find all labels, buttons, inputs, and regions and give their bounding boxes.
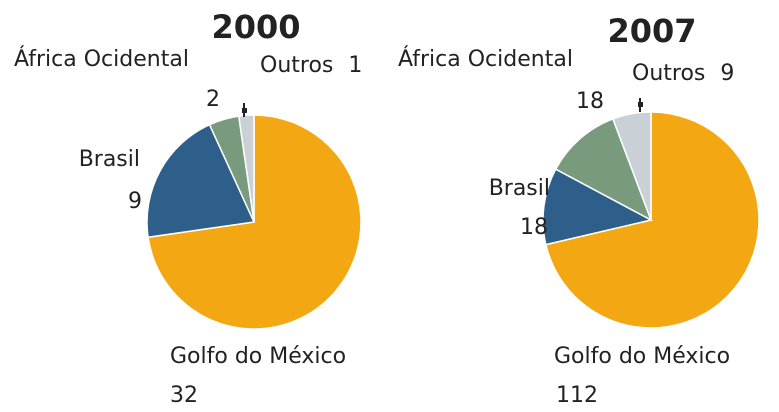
pie-2007-slices (542, 111, 760, 329)
pie-slice-outros-2000 (237, 114, 255, 223)
value-golfo-2007: 112 (556, 383, 598, 408)
label-outros-value-2000: 1 (348, 53, 362, 78)
pie-title-2000: 2000 (211, 8, 300, 46)
label-africa-ocidental-2000: África Ocidental (14, 46, 189, 72)
value-brasil-2007: 18 (520, 215, 548, 240)
label-outros-value-2007: 9 (720, 61, 734, 86)
pie-slice-brasil-2007 (542, 168, 654, 246)
value-africa-ocidental-2007: 18 (576, 89, 604, 114)
pie-chart-2007: 2007 África Ocidental 18 Outros 9 Brasil… (398, 12, 760, 408)
pie-2000-slices (146, 114, 362, 330)
label-golfo-2000: Golfo do México (170, 344, 346, 369)
label-golfo-2007: Golfo do México (554, 344, 730, 369)
leader-dot-outros-2007 (638, 102, 643, 107)
pie-slice-outros-2007 (611, 111, 652, 221)
label-outros-name-2000: Outros (260, 53, 333, 78)
pie-chart-2000: 2000 África Ocidental 2 Outros 1 Brasil … (14, 8, 362, 408)
label-outros-2007: Outros 9 (632, 61, 734, 86)
pie-slice-brasil-2000 (146, 123, 256, 239)
pie-title-2007: 2007 (607, 12, 696, 50)
label-outros-2000: Outros 1 (260, 53, 362, 78)
value-africa-ocidental-2000: 2 (206, 87, 220, 112)
leader-dot-outros-2000 (242, 108, 247, 113)
label-outros-name-2007: Outros (632, 61, 705, 86)
label-brasil-2007: Brasil (489, 176, 550, 201)
value-golfo-2000: 32 (170, 383, 198, 408)
pie-slice-africa-ocidental-2007 (554, 117, 653, 222)
value-brasil-2000: 9 (128, 189, 142, 214)
label-brasil-2000: Brasil (79, 147, 140, 172)
label-africa-ocidental-2007: África Ocidental (398, 46, 573, 72)
